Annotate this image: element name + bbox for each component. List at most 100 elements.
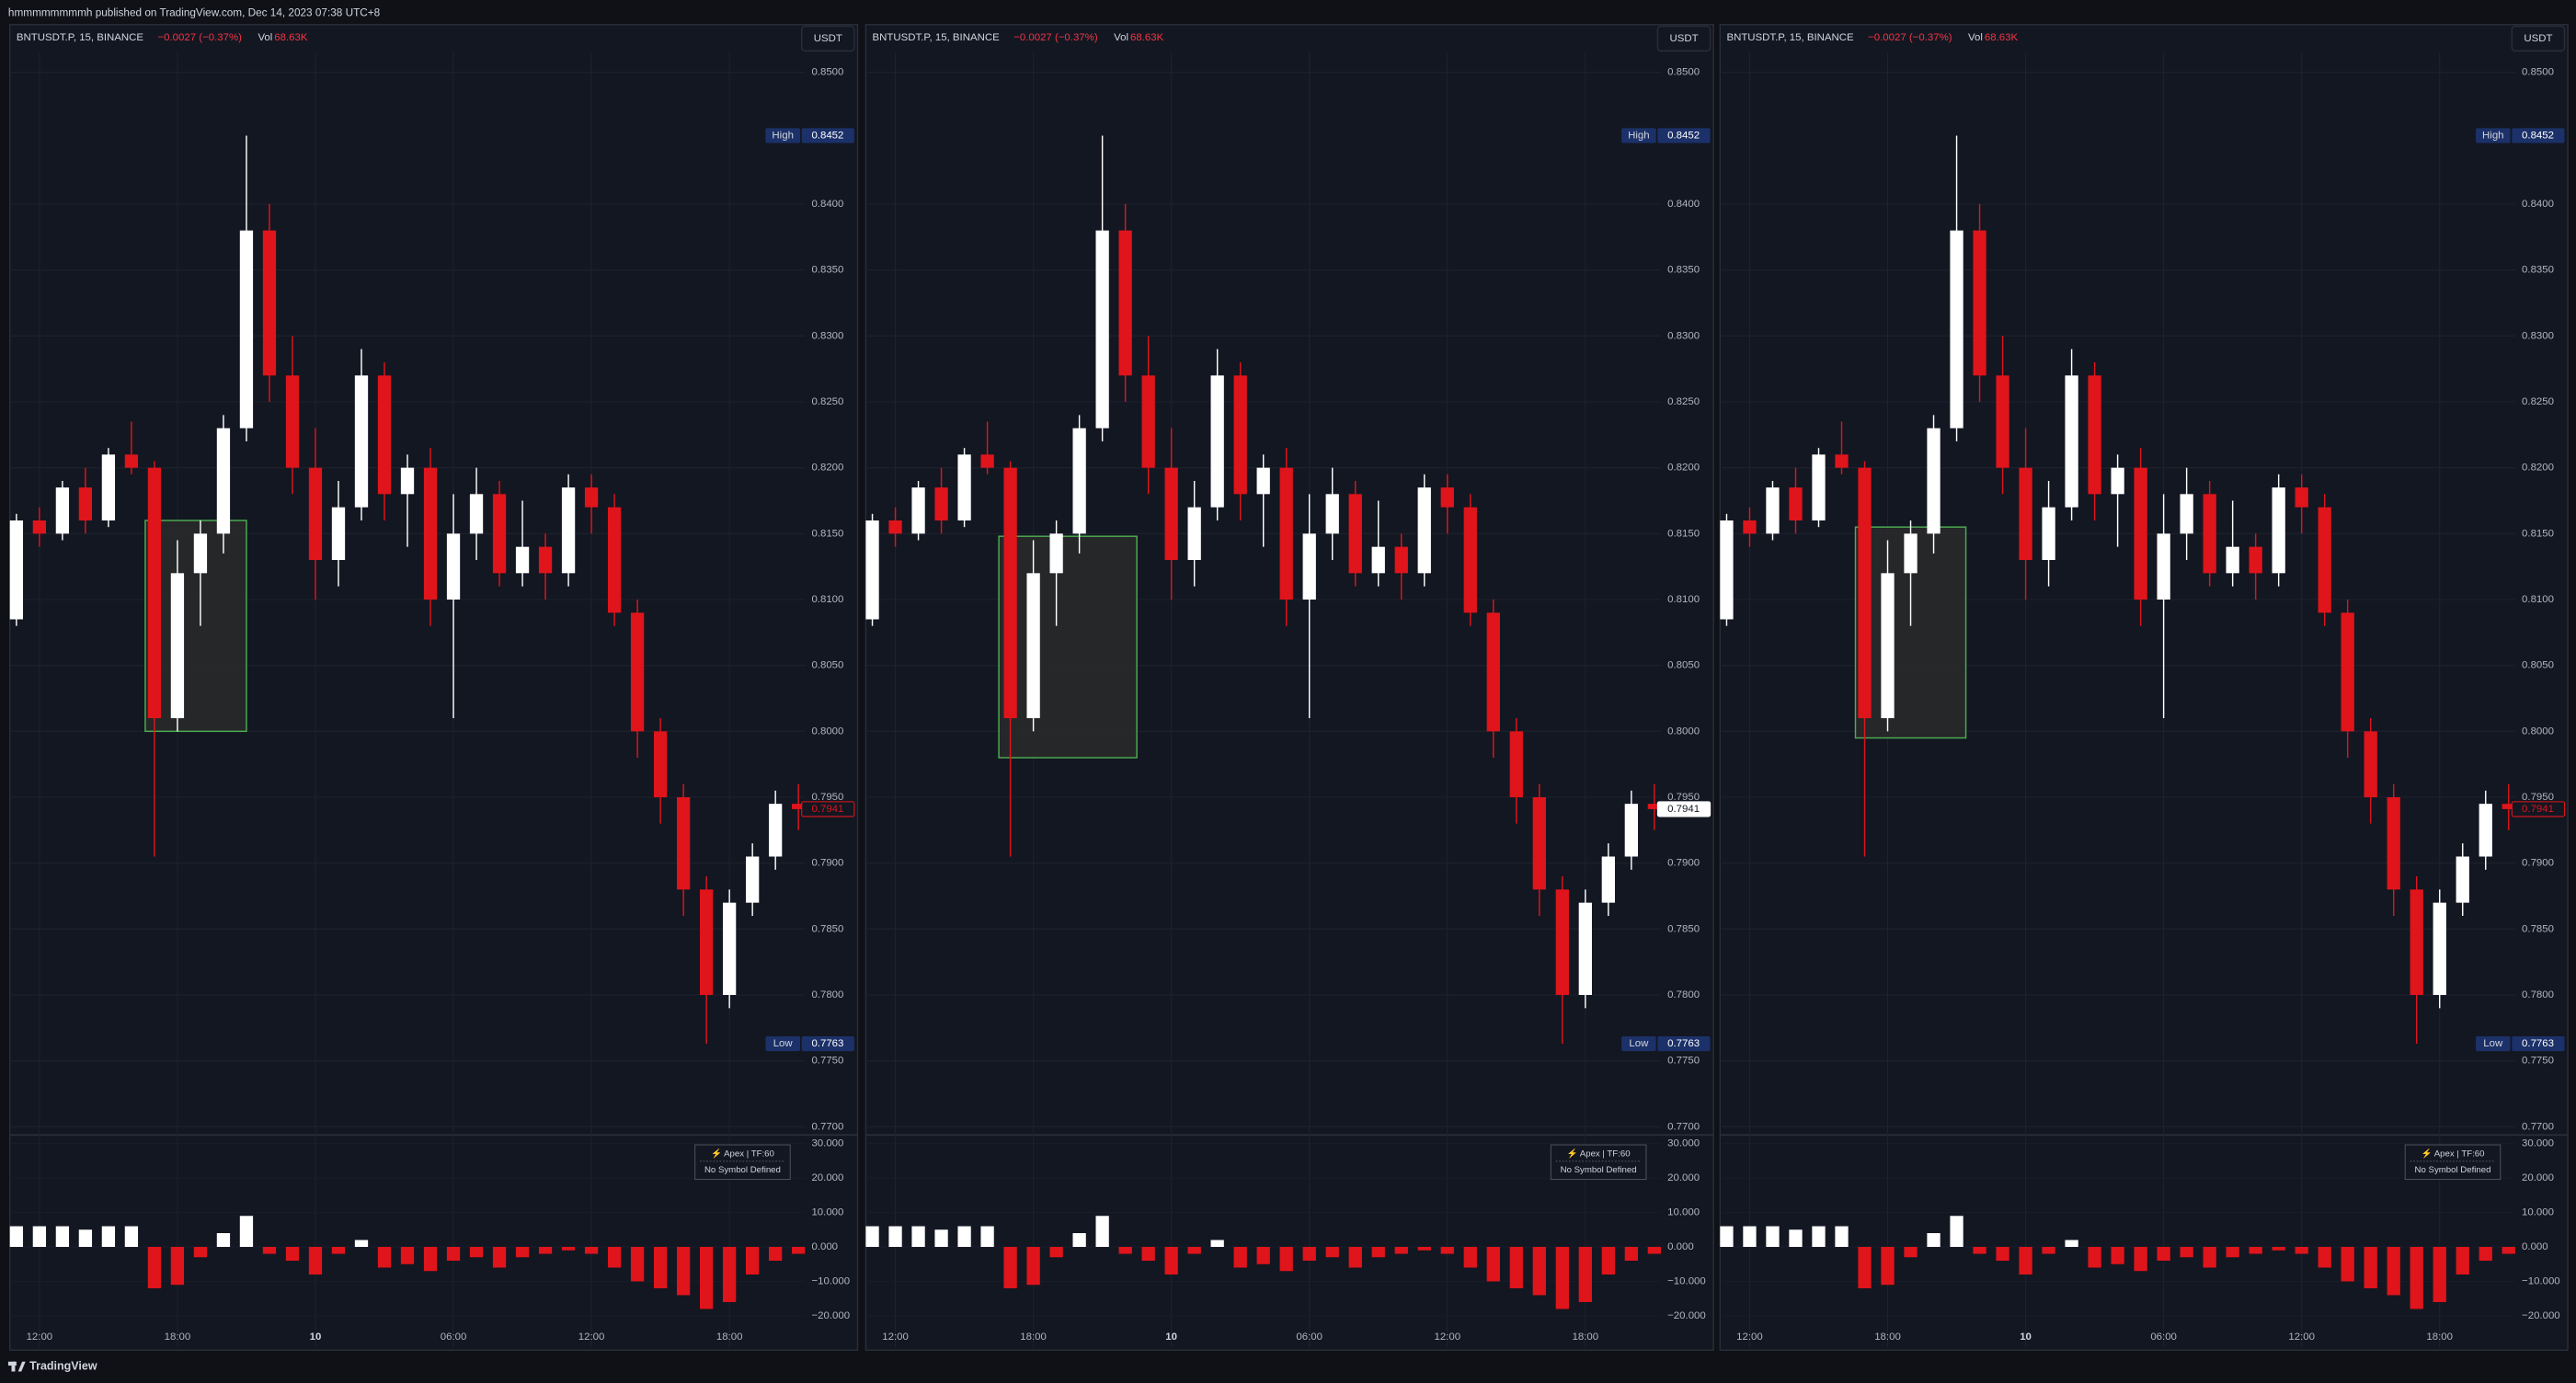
x-tick-label: 18:00 — [1573, 1332, 1599, 1343]
extreme-value: 0.7763 — [2522, 1038, 2554, 1049]
osc-bar — [676, 1247, 691, 1296]
candle-body — [1440, 487, 1454, 508]
extreme-value-bg — [2512, 128, 2565, 143]
osc-bar — [584, 1247, 599, 1254]
osc-tick-label: 20.000 — [2522, 1172, 2554, 1183]
candle-body — [2019, 467, 2032, 560]
candle-body — [492, 494, 507, 574]
osc-tick-label: −20.000 — [2522, 1310, 2560, 1321]
osc-tick-label: −20.000 — [1667, 1310, 1706, 1321]
currency-button[interactable] — [801, 25, 855, 52]
y-tick-label: 0.8250 — [811, 396, 843, 407]
y-tick-label: 0.8150 — [2522, 528, 2554, 539]
osc-bar — [1072, 1233, 1086, 1248]
candle-body — [1095, 230, 1109, 429]
candle-body — [2272, 487, 2285, 574]
x-tick-label: 06:00 — [441, 1332, 467, 1343]
candle-body — [1187, 507, 1201, 560]
candle-body — [2042, 507, 2055, 560]
candle-body — [911, 487, 925, 534]
candle-body — [561, 487, 576, 574]
candle-body — [147, 467, 162, 718]
candle-body — [262, 230, 277, 376]
x-tick-label: 06:00 — [1296, 1332, 1322, 1343]
currency-label[interactable]: USDT — [2524, 33, 2552, 44]
y-tick-label: 0.8100 — [811, 594, 843, 605]
candle-body — [2065, 375, 2078, 508]
change-label: −0.0027 (−0.37%) — [1868, 32, 1952, 43]
extreme-label: High — [1628, 130, 1650, 141]
y-tick-label: 0.7850 — [2522, 923, 2554, 934]
candle-body — [2111, 467, 2124, 495]
candle-body — [1532, 796, 1546, 890]
osc-bar — [78, 1229, 93, 1248]
osc-tick-label: 10.000 — [2522, 1207, 2554, 1218]
candle-body — [746, 856, 760, 903]
candle-body — [957, 454, 971, 520]
currency-label[interactable]: USDT — [814, 33, 842, 44]
osc-bar — [1394, 1247, 1408, 1254]
last-price-bg — [1656, 801, 1712, 817]
candle-body — [377, 375, 392, 495]
candle-body — [1325, 494, 1339, 534]
y-tick-label: 0.8000 — [811, 726, 843, 737]
osc-bar — [147, 1247, 162, 1288]
osc-bar — [469, 1247, 484, 1258]
candle-body — [1647, 804, 1662, 809]
candle-body — [1279, 467, 1293, 600]
osc-bar — [55, 1226, 70, 1248]
currency-button[interactable] — [2511, 25, 2566, 52]
y-tick-label: 0.8400 — [811, 199, 843, 210]
change-label: −0.0027 (−0.37%) — [1013, 32, 1098, 43]
osc-bar — [1996, 1247, 2009, 1261]
currency-label[interactable]: USDT — [1669, 33, 1698, 44]
candle-body — [1743, 520, 1757, 534]
candle-body — [239, 230, 254, 429]
x-tick-label: 12:00 — [2288, 1332, 2315, 1343]
chart-panel: 12:00 18:00 10 06:00 12:00 18:00 0.8500 0.8400 0… — [864, 24, 1714, 1351]
candle-body — [1789, 487, 1803, 520]
osc-bar — [2203, 1247, 2216, 1268]
osc-bar — [1532, 1247, 1546, 1296]
y-tick-label: 0.8350 — [811, 265, 843, 276]
currency-button[interactable] — [1656, 25, 1712, 52]
y-tick-label: 0.7800 — [811, 989, 843, 1000]
osc-tick-label: 0.000 — [1667, 1241, 1694, 1252]
indicator-title: ⚡ Apex | TF:60 — [711, 1148, 774, 1159]
x-tick-label: 10 — [2020, 1332, 2032, 1343]
candle-body — [1233, 375, 1247, 495]
extreme-label-bg — [765, 128, 800, 143]
osc-bar — [2272, 1247, 2285, 1251]
y-tick-label: 0.8100 — [2522, 594, 2554, 605]
x-tick-label: 10 — [1165, 1332, 1177, 1343]
candle-body — [515, 546, 530, 574]
osc-bar — [1049, 1247, 1063, 1258]
y-tick-label: 0.7900 — [2522, 858, 2554, 869]
osc-bar — [1279, 1247, 1293, 1272]
y-tick-label: 0.8000 — [1667, 726, 1700, 737]
symbol-label: BNTUSDT.P, 15, BINANCE — [17, 32, 144, 43]
osc-bar — [1095, 1216, 1109, 1248]
osc-bar — [2295, 1247, 2308, 1254]
candle-body — [55, 487, 70, 534]
volume-title: Vol — [1968, 32, 1983, 43]
osc-tick-label: 20.000 — [1667, 1172, 1700, 1183]
candle-body — [1996, 375, 2009, 468]
y-tick-label: 0.8150 — [1667, 528, 1700, 539]
extreme-value: 0.8452 — [1667, 130, 1700, 141]
candle-body — [1141, 375, 1155, 468]
osc-bar — [1417, 1247, 1431, 1251]
y-tick-label: 0.7750 — [811, 1056, 843, 1067]
osc-bar — [124, 1226, 139, 1248]
candle-body — [1927, 428, 1941, 534]
x-tick-label: 18:00 — [716, 1332, 743, 1343]
osc-bar — [2134, 1247, 2147, 1272]
indicator-box — [1550, 1144, 1647, 1181]
osc-tick-label: −10.000 — [2522, 1276, 2560, 1287]
extreme-label: High — [2482, 130, 2504, 141]
candle-body — [1766, 487, 1780, 534]
last-price-label: 0.7941 — [811, 804, 843, 815]
last-price-bg — [2511, 801, 2566, 817]
osc-bar — [2479, 1247, 2492, 1261]
